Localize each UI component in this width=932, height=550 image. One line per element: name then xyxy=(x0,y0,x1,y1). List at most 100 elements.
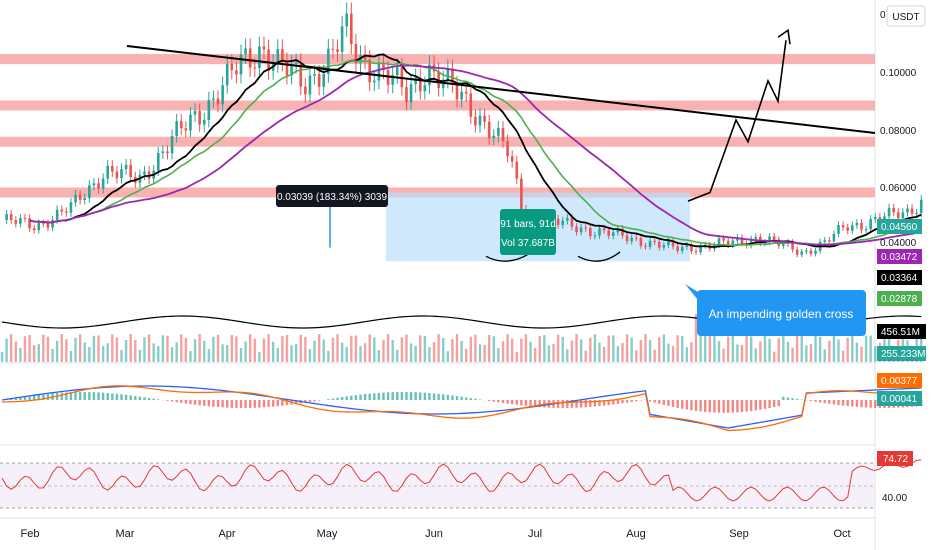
macd-hist-bar xyxy=(832,400,836,405)
candle-body xyxy=(823,240,827,242)
volume-bar xyxy=(124,339,128,362)
volume-bar xyxy=(28,335,31,362)
candle-body xyxy=(308,75,312,95)
macd-hist-bar xyxy=(658,400,661,404)
volume-bar xyxy=(193,339,197,362)
candle-body xyxy=(9,214,13,221)
volume-bar xyxy=(722,348,725,362)
volume-bar xyxy=(152,343,155,362)
volume-bar xyxy=(184,337,188,362)
macd-hist-bar xyxy=(83,392,86,400)
volume-bar xyxy=(740,344,744,362)
macd-hist-bar xyxy=(143,397,146,400)
candle-body xyxy=(497,128,500,136)
macd-hist-bar xyxy=(382,392,385,400)
macd-hist-bar xyxy=(235,400,238,408)
candle-body xyxy=(602,228,606,231)
macd-hist-bar xyxy=(101,392,105,400)
candle-body xyxy=(841,225,845,228)
volume-bar xyxy=(515,351,518,362)
macd-hist-bar xyxy=(487,400,491,401)
candle-body xyxy=(887,207,891,217)
volume-bar xyxy=(749,336,753,362)
macd-hist-bar xyxy=(294,400,298,404)
volume-tag: 255.233M xyxy=(877,346,926,361)
candle-body xyxy=(469,93,473,117)
measure-tooltip[interactable]: 0.03039 (183.34%) 3039 xyxy=(276,185,388,207)
price-tags: 0.04560 0.03472 0.03364 0.02878 456.51M … xyxy=(877,219,926,504)
macd-hist-tag: 0.00041 xyxy=(877,391,922,406)
candle-body xyxy=(101,178,105,189)
volume-bar xyxy=(180,334,183,362)
volume-bar xyxy=(60,334,63,362)
macd-hist-bar xyxy=(74,392,77,400)
volume-bar xyxy=(207,348,211,362)
macd-hist-bar xyxy=(60,392,63,400)
candle-body xyxy=(566,217,569,221)
volume-bar xyxy=(786,341,790,362)
candle-body xyxy=(391,75,394,85)
candle-body xyxy=(828,240,831,242)
volume-bar xyxy=(690,342,693,362)
candle-body xyxy=(726,240,730,246)
candle-body xyxy=(919,199,923,213)
candle-body xyxy=(304,86,307,95)
volume-bar xyxy=(524,334,528,362)
volume-bar xyxy=(65,339,68,362)
candle-body xyxy=(372,80,376,83)
volume-bar xyxy=(189,351,192,362)
time-label: Sep xyxy=(729,528,749,540)
macd-line xyxy=(1,385,922,429)
candle-body xyxy=(395,67,399,76)
macd-hist-bar xyxy=(874,400,877,408)
candle-body xyxy=(88,185,91,199)
macd-hist-bar xyxy=(538,400,541,408)
candle-body xyxy=(5,214,8,221)
macd-hist-bar xyxy=(340,397,344,400)
volume-bar xyxy=(129,334,132,362)
candle-body xyxy=(805,250,808,252)
svg-text:0.00041: 0.00041 xyxy=(881,394,918,405)
candle-body xyxy=(32,228,36,231)
macd-hist-bar xyxy=(345,396,348,400)
candle-body xyxy=(363,54,367,60)
volume-bar xyxy=(731,334,734,362)
macd-hist-bar xyxy=(373,393,376,400)
macd-hist-bar xyxy=(331,398,335,400)
candle-body xyxy=(892,207,895,213)
golden-cross-callout[interactable]: An impending golden cross xyxy=(685,284,866,336)
candle-body xyxy=(837,225,840,234)
candle-body xyxy=(409,84,413,102)
candle-body xyxy=(294,62,298,65)
volume-bar xyxy=(253,338,256,362)
volume-bar xyxy=(437,334,440,362)
candle-body xyxy=(556,218,560,225)
volume-bar xyxy=(726,336,730,362)
candle-body xyxy=(23,217,27,219)
range-tooltip[interactable]: 91 bars, 91d Vol 37.687B xyxy=(500,209,556,255)
macd-hist-bar xyxy=(704,400,707,412)
resistance-zone xyxy=(0,100,875,111)
currency-badge[interactable]: USDT xyxy=(886,5,926,27)
macd-hist-bar xyxy=(749,400,753,412)
volume-bar xyxy=(5,338,8,362)
volume-bar xyxy=(120,350,123,362)
macd-hist-bar xyxy=(147,397,151,400)
macd-hist-bar xyxy=(694,400,698,411)
volume-bar xyxy=(23,336,27,362)
macd-hist-bar xyxy=(561,400,564,408)
svg-text:255.233M: 255.233M xyxy=(881,349,925,360)
macd-hist-bar xyxy=(138,396,142,400)
candle-body xyxy=(37,223,41,231)
volume-bar xyxy=(88,346,91,362)
candle-body xyxy=(19,217,22,224)
macd-hist-bar xyxy=(478,399,482,400)
candle-body xyxy=(657,241,661,248)
candle-body xyxy=(317,74,321,87)
volume-bar xyxy=(846,337,849,362)
candle-body xyxy=(198,111,201,125)
candle-body xyxy=(873,217,877,220)
macd-hist-bar xyxy=(42,394,45,400)
macd-hist-bar xyxy=(474,398,477,400)
